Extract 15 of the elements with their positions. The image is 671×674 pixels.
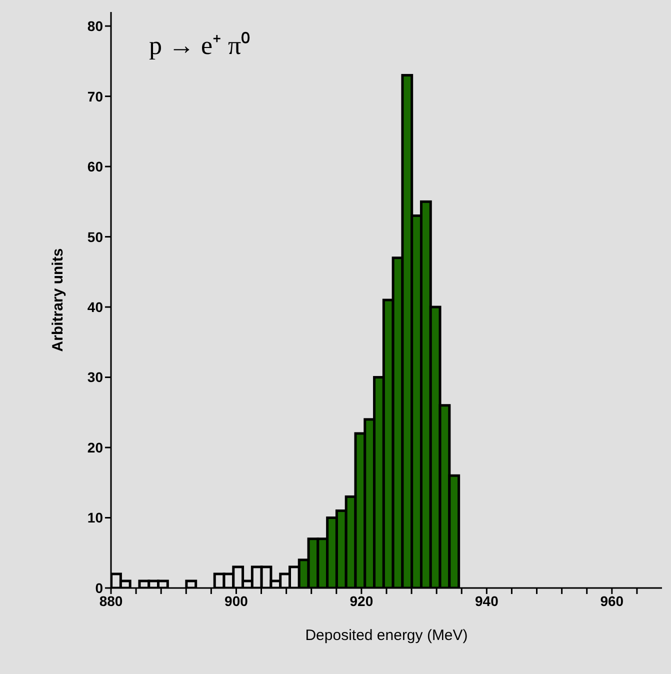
y-tick-label: 80: [87, 18, 104, 34]
y-tick-label: 40: [87, 298, 104, 315]
x-tick-label: 920: [350, 592, 374, 609]
y-tick-label: 50: [87, 228, 104, 245]
y-tick-label: 10: [87, 510, 104, 526]
x-tick-label: 960: [600, 592, 624, 609]
y-tick-label: 70: [87, 88, 104, 104]
y-tick-label: 30: [87, 369, 104, 386]
x-axis-title: Deposited energy (MeV): [305, 627, 468, 644]
y-axis-title: Arbitrary units: [49, 248, 66, 352]
x-tick-label: 900: [224, 592, 248, 609]
annotation: p → e⁺ π⁰: [149, 31, 250, 60]
x-tick-label: 940: [475, 592, 499, 609]
y-tick-label: 60: [87, 158, 104, 175]
y-tick-label: 20: [87, 439, 104, 456]
